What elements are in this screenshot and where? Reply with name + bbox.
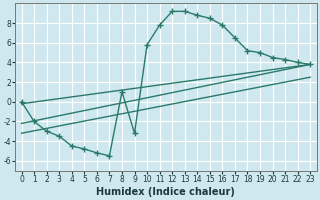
X-axis label: Humidex (Indice chaleur): Humidex (Indice chaleur): [96, 187, 235, 197]
